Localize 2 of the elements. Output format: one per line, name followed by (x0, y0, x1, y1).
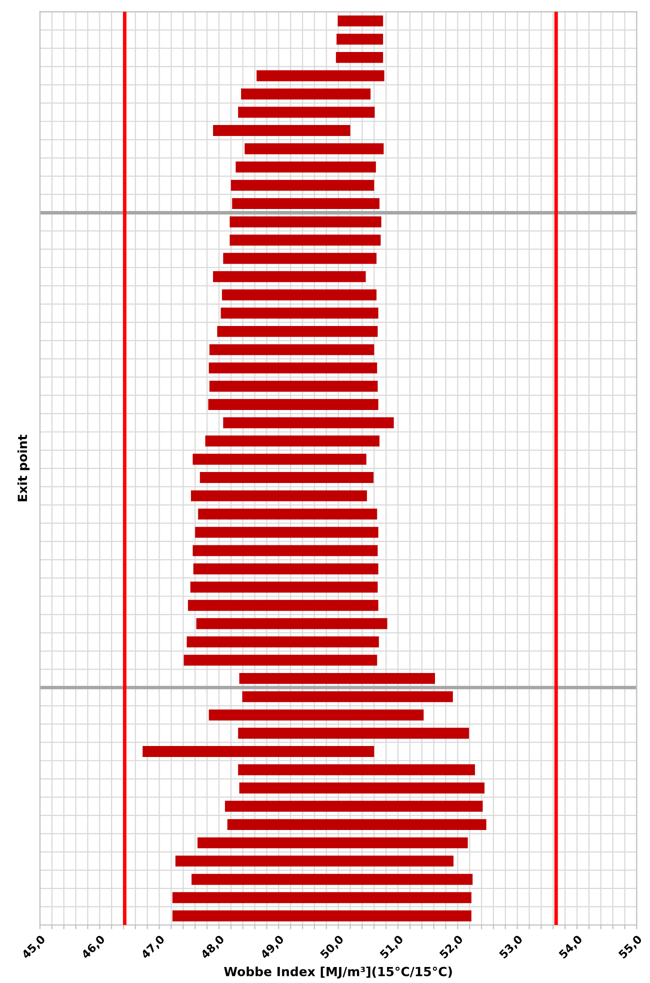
y-axis-title: Exit point (17, 434, 30, 502)
x-axis-title: Wobbe Index [MJ/m³](15°C/15°C) (224, 966, 452, 979)
